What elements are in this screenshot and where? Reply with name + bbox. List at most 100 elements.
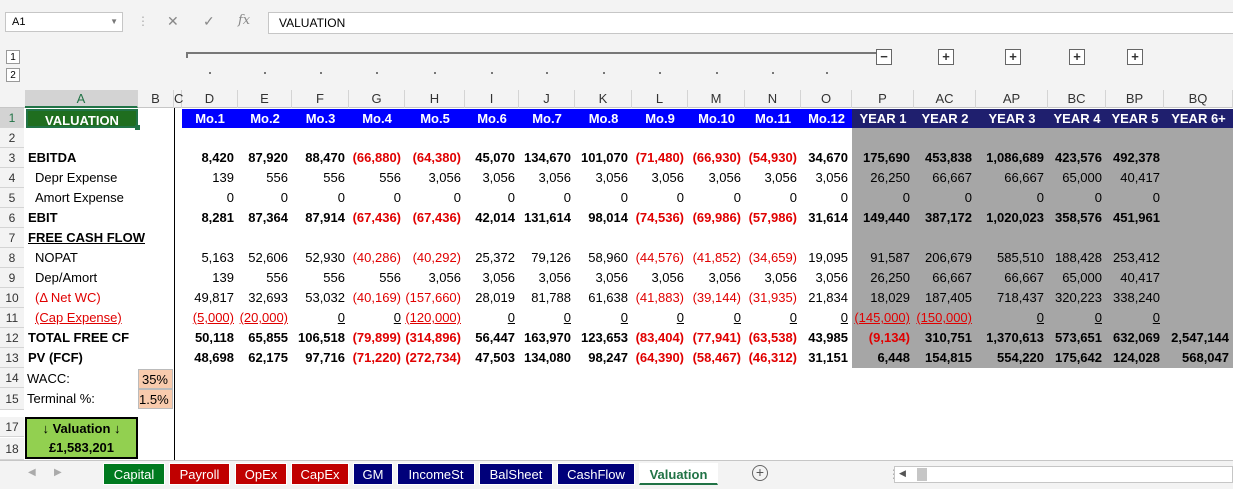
table-cell[interactable]: 188,428 <box>1055 250 1102 265</box>
expand-group-button-bc[interactable]: + <box>1069 49 1085 65</box>
table-cell[interactable]: 48,698 <box>194 350 234 365</box>
table-cell[interactable]: 134,670 <box>524 150 571 165</box>
table-cell[interactable]: 65,855 <box>248 330 288 345</box>
table-cell[interactable]: 0 <box>1036 310 1044 325</box>
table-cell[interactable]: 0 <box>676 190 684 205</box>
table-cell[interactable]: 50,118 <box>194 330 234 345</box>
table-cell[interactable]: 0 <box>1094 190 1102 205</box>
table-cell[interactable] <box>1164 268 1233 288</box>
table-cell[interactable]: 43,985 <box>808 330 848 345</box>
table-cell[interactable] <box>349 228 405 248</box>
table-cell[interactable]: 134,080 <box>524 350 571 365</box>
column-header-n[interactable]: N <box>745 90 801 108</box>
row-header-18[interactable]: 18 <box>0 438 24 460</box>
table-cell[interactable]: 3,056 <box>708 170 741 185</box>
column-header-a[interactable]: A <box>25 90 138 108</box>
table-cell[interactable]: 0 <box>789 190 797 205</box>
enter-icon[interactable]: ✓ <box>203 13 215 29</box>
table-cell[interactable]: 98,014 <box>588 210 628 225</box>
table-cell[interactable] <box>1164 188 1233 208</box>
add-sheet-icon[interactable]: + <box>752 465 768 481</box>
table-cell[interactable]: 40,417 <box>1120 270 1160 285</box>
table-cell[interactable]: 573,651 <box>1055 330 1102 345</box>
table-cell[interactable] <box>1106 228 1164 248</box>
table-cell[interactable] <box>914 228 976 248</box>
table-cell[interactable]: 1,020,023 <box>986 210 1044 225</box>
table-cell[interactable]: 65,000 <box>1062 270 1102 285</box>
table-cell[interactable]: 187,405 <box>925 290 972 305</box>
row-header-14[interactable]: 14 <box>0 368 24 388</box>
table-cell[interactable]: 3,056 <box>428 270 461 285</box>
table-cell[interactable] <box>1164 248 1233 268</box>
table-cell[interactable]: (31,935) <box>748 290 797 305</box>
column-header-l[interactable]: L <box>632 90 688 108</box>
table-cell[interactable]: 358,576 <box>1055 210 1102 225</box>
table-cell[interactable]: (40,169) <box>352 290 401 305</box>
cancel-icon[interactable]: ✕ <box>167 13 179 29</box>
column-header-ac[interactable]: AC <box>914 90 976 108</box>
table-cell[interactable]: 19,095 <box>808 250 848 265</box>
row-header-7[interactable]: 7 <box>0 228 24 248</box>
table-cell[interactable] <box>1048 228 1106 248</box>
table-cell[interactable]: 0 <box>393 310 401 325</box>
table-cell[interactable]: 0 <box>840 190 848 205</box>
table-cell[interactable] <box>1164 148 1233 168</box>
row-header-5[interactable]: 5 <box>0 188 24 208</box>
table-cell[interactable]: (66,930) <box>692 150 741 165</box>
table-cell[interactable]: (157,660) <box>405 290 461 305</box>
table-cell[interactable]: 175,642 <box>1055 350 1102 365</box>
table-cell[interactable]: 0 <box>1152 310 1160 325</box>
table-cell[interactable]: 3,056 <box>595 170 628 185</box>
table-cell[interactable]: 21,834 <box>808 290 848 305</box>
column-header-g[interactable]: G <box>349 90 405 108</box>
table-cell[interactable] <box>182 228 238 248</box>
table-cell[interactable] <box>1164 208 1233 228</box>
row-header-11[interactable]: 11 <box>0 308 24 328</box>
scroll-tabs-right-icon[interactable]: ▶ <box>54 467 62 478</box>
table-cell[interactable]: 585,510 <box>997 250 1044 265</box>
sheet-tab-gm[interactable]: GM <box>353 463 393 485</box>
table-cell[interactable]: 3,056 <box>595 270 628 285</box>
table-cell[interactable]: (40,292) <box>412 250 461 265</box>
wacc-input[interactable]: 35% <box>138 369 173 389</box>
table-cell[interactable] <box>238 228 292 248</box>
sheet-tab-balsheet[interactable]: BalSheet <box>479 463 553 485</box>
table-cell[interactable]: 47,503 <box>475 350 515 365</box>
row-header-13[interactable]: 13 <box>0 348 24 368</box>
table-cell[interactable]: 3,056 <box>428 170 461 185</box>
table-cell[interactable]: (145,000) <box>854 310 910 325</box>
table-cell[interactable]: 387,172 <box>925 210 972 225</box>
table-cell[interactable] <box>1164 308 1233 328</box>
table-cell[interactable] <box>632 228 688 248</box>
column-header-bc[interactable]: BC <box>1048 90 1106 108</box>
table-cell[interactable]: 106,518 <box>298 330 345 345</box>
table-cell[interactable]: 0 <box>620 190 628 205</box>
table-cell[interactable]: (57,986) <box>748 210 797 225</box>
table-cell[interactable]: (5,000) <box>192 310 234 325</box>
table-cell[interactable]: 0 <box>393 190 401 205</box>
table-cell[interactable]: 131,614 <box>524 210 571 225</box>
table-cell[interactable]: 0 <box>453 190 461 205</box>
insert-function-icon[interactable]: fx <box>238 13 251 28</box>
row-header-10[interactable]: 10 <box>0 288 24 308</box>
table-cell[interactable] <box>465 228 519 248</box>
table-cell[interactable]: (63,538) <box>748 330 797 345</box>
table-cell[interactable]: 97,716 <box>305 350 345 365</box>
table-cell[interactable] <box>1164 228 1233 248</box>
table-cell[interactable]: 3,056 <box>764 170 797 185</box>
table-cell[interactable]: 423,576 <box>1055 150 1102 165</box>
table-cell[interactable]: 310,751 <box>925 330 972 345</box>
table-cell[interactable]: 0 <box>507 310 515 325</box>
table-cell[interactable]: (71,220) <box>352 350 401 365</box>
table-cell[interactable]: 28,019 <box>475 290 515 305</box>
table-cell[interactable]: 42,014 <box>475 210 515 225</box>
table-cell[interactable]: 632,069 <box>1113 330 1160 345</box>
table-cell[interactable]: 206,679 <box>925 250 972 265</box>
table-cell[interactable] <box>405 228 465 248</box>
table-cell[interactable]: 101,070 <box>581 150 628 165</box>
expand-group-button-ap[interactable]: + <box>1005 49 1021 65</box>
table-cell[interactable]: (41,883) <box>635 290 684 305</box>
table-cell[interactable]: 556 <box>323 170 345 185</box>
table-cell[interactable]: 62,175 <box>248 350 288 365</box>
table-cell[interactable]: 556 <box>379 170 401 185</box>
